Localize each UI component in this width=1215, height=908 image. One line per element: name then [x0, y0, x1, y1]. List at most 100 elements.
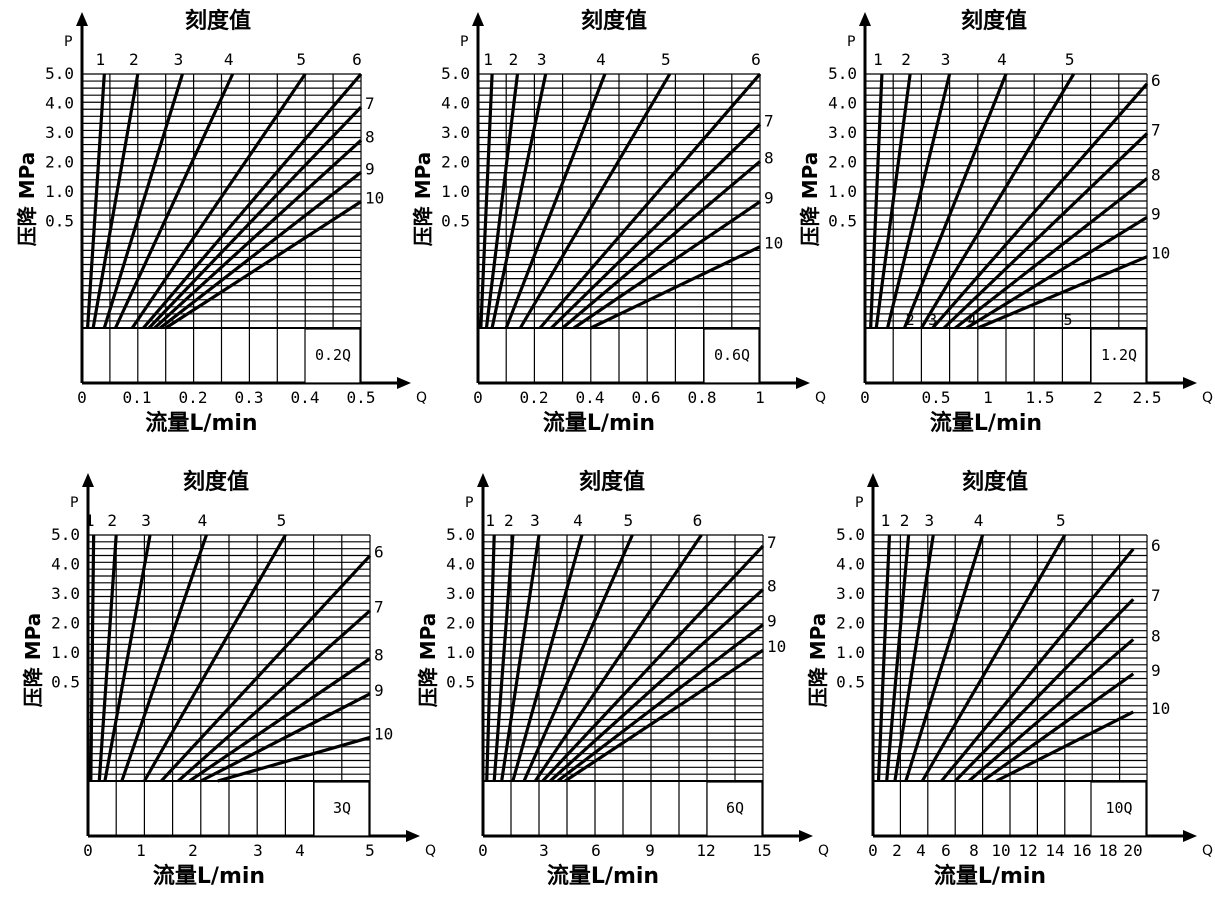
- series-label-10: 10: [764, 234, 783, 253]
- lower-label: 5: [1064, 311, 1073, 329]
- series-line-7: [147, 106, 363, 330]
- x-tick-label: 0.5: [347, 388, 376, 407]
- x-tick-label: 0.2: [520, 388, 549, 407]
- q-axis-letter: Q: [425, 843, 436, 859]
- y-axis-arrow-icon: [82, 473, 94, 487]
- y-tick-label: 3.0: [441, 123, 470, 142]
- series-label-6: 6: [751, 50, 761, 69]
- p-axis-letter: P: [460, 34, 468, 50]
- series-label-7: 7: [764, 111, 774, 130]
- y-tick-label: 0.5: [51, 673, 80, 692]
- x-tick-label: 2: [188, 841, 198, 860]
- x-tick-label: 0.4: [291, 388, 320, 407]
- x-tick-label: 1: [983, 388, 993, 407]
- x-tick-label: 0.8: [688, 388, 717, 407]
- y-axis-title: 压降 MPa: [798, 152, 822, 246]
- x-tick-label: 9: [645, 841, 655, 860]
- y-tick-label: 5.0: [446, 525, 475, 544]
- y-tick-label: 2.0: [45, 153, 74, 172]
- series-label-9: 9: [767, 612, 777, 631]
- series-line-6: [538, 72, 762, 330]
- scale-label: 1.2Q: [1101, 346, 1137, 364]
- x-tick-label: 2.5: [1133, 388, 1162, 407]
- series-label-10: 10: [374, 724, 393, 743]
- series-line-6: [940, 548, 1135, 783]
- series-label-5: 5: [296, 50, 306, 69]
- q-axis-letter: Q: [818, 843, 829, 859]
- series-label-1: 1: [85, 511, 95, 530]
- scale-box: [706, 781, 763, 837]
- series-line-4: [114, 73, 235, 329]
- series-line-8: [188, 657, 371, 783]
- series-label-4: 4: [974, 511, 984, 530]
- q-axis-letter: Q: [1202, 843, 1213, 859]
- x-axis-title: 流量L/min: [153, 863, 265, 889]
- series-line-3: [500, 534, 541, 782]
- series-line-6: [160, 554, 372, 783]
- series-line-9: [572, 200, 761, 330]
- scale-label: 0.6Q: [714, 346, 750, 364]
- series-line-6: [142, 72, 363, 330]
- series-line-7: [550, 123, 762, 330]
- series-line-3: [886, 73, 952, 329]
- series-label-9: 9: [365, 159, 375, 178]
- y-axis-arrow-icon: [859, 12, 871, 26]
- chart-title: 刻度值: [579, 469, 645, 495]
- series-label-2: 2: [129, 50, 139, 69]
- y-axis-title: 压降 MPa: [15, 152, 39, 246]
- scale-label: 6Q: [726, 799, 744, 817]
- series-line-9: [159, 171, 362, 330]
- series-line-5: [518, 73, 672, 329]
- y-tick-label: 3.0: [45, 123, 74, 142]
- scale-box: [304, 328, 361, 384]
- chart-title: 刻度值: [581, 8, 647, 34]
- y-axis-arrow-icon: [867, 473, 879, 487]
- y-tick-label: 5.0: [836, 525, 865, 544]
- y-tick-label: 1.0: [441, 182, 470, 201]
- series-label-8: 8: [374, 646, 384, 665]
- x-tick-label: 0.3: [235, 388, 264, 407]
- series-label-2: 2: [901, 50, 911, 69]
- y-tick-label: 2.0: [51, 614, 80, 633]
- series-line-3: [490, 73, 548, 329]
- y-tick-label: 0.5: [45, 212, 74, 231]
- series-label-1: 1: [95, 50, 105, 69]
- series-label-9: 9: [764, 189, 774, 208]
- series-line-10: [590, 245, 761, 330]
- x-axis-arrow-icon: [799, 830, 813, 842]
- series-line-5: [143, 534, 287, 782]
- x-tick-label: 1.5: [1026, 388, 1055, 407]
- x-tick-label: 12: [696, 841, 715, 860]
- series-label-9: 9: [1151, 204, 1161, 223]
- x-tick-label: 6: [941, 841, 951, 860]
- series-label-8: 8: [1151, 165, 1161, 184]
- series-label-5: 5: [624, 511, 634, 530]
- series-line-4: [511, 534, 584, 782]
- series-label-8: 8: [767, 577, 777, 596]
- x-axis-arrow-icon: [406, 830, 420, 842]
- y-tick-label: 5.0: [828, 64, 857, 83]
- chart-title: 刻度值: [961, 8, 1027, 34]
- chart-title: 刻度值: [962, 469, 1028, 495]
- series-label-3: 3: [530, 511, 540, 530]
- q-axis-letter: Q: [416, 390, 427, 406]
- series-label-3: 3: [924, 511, 934, 530]
- series-label-3: 3: [537, 50, 547, 69]
- series-line-2: [97, 534, 118, 782]
- series-line-6: [931, 82, 1149, 330]
- series-label-7: 7: [1151, 586, 1161, 605]
- p-axis-letter: P: [847, 34, 855, 50]
- x-tick-label: 0: [83, 841, 93, 860]
- x-axis-arrow-icon: [1183, 377, 1197, 389]
- scale-box: [313, 781, 370, 837]
- x-tick-label: 1: [136, 841, 146, 860]
- series-line-7: [541, 544, 765, 783]
- series-label-10: 10: [767, 637, 786, 656]
- series-line-1: [876, 534, 892, 782]
- x-tick-label: 16: [1072, 841, 1091, 860]
- series-label-10: 10: [1151, 699, 1170, 718]
- x-tick-label: 6: [591, 841, 601, 860]
